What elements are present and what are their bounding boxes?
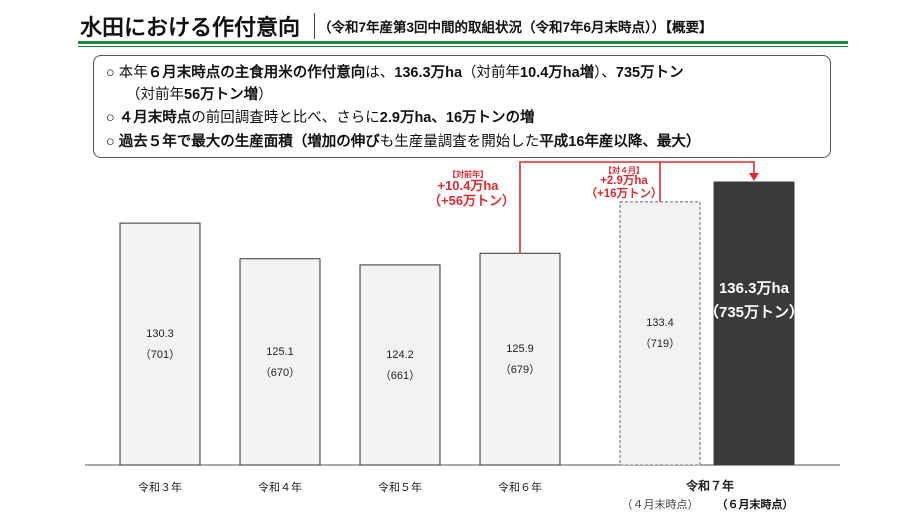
vs-april-area: +2.9万ha [600, 175, 648, 188]
summary-line-1: ○ 本年６月末時点の主食用米の作付意向は、136.3万ha（対前年10.4万ha… [106, 61, 684, 82]
bar-volume-value: （679） [499, 364, 541, 377]
bar-volume-value: （735万トン） [704, 304, 805, 321]
x-tick-label: 令和４年 [258, 482, 302, 494]
vs-april-volume: （+16万トン） [585, 188, 663, 201]
bar-area-value: 124.2 [386, 348, 414, 361]
bar-value-label: 124.2 （661） [360, 345, 440, 387]
bar-0 [119, 222, 201, 466]
summary-text: も生産量調査を開始した [379, 134, 540, 150]
summary-emphasis: 2.9万ha、16万トンの増 [379, 110, 535, 126]
summary-text: の前回調査時と比べ、さらに [191, 110, 380, 126]
summary-emphasis: ６月末時点の主食用米の作付意向 [147, 65, 366, 81]
title-divider [314, 13, 315, 39]
summary-text: は、 [365, 65, 395, 81]
bar-area-value: 130.3 [146, 328, 174, 341]
page-subtitle: （令和7年産第3回中間的取組状況（令和7年6月末時点））【概要】 [318, 20, 713, 35]
x-sublabel: （６月末時点） [716, 499, 794, 511]
yoy-connector [519, 161, 755, 254]
x-sublabel: （４月末時点） [621, 499, 699, 511]
bar-volume-value: （701） [139, 348, 181, 361]
summary-text: （対前年 [462, 65, 521, 81]
bar-1 [239, 258, 321, 466]
bar-volume-value: （670） [259, 366, 301, 379]
summary-text: ○ [106, 110, 119, 126]
x-tick-label: 令和７年 [685, 479, 734, 493]
summary-text: （対前年 [126, 87, 184, 103]
summary-line-3: ○ ４月末時点の前回調査時と比べ、さらに2.9万ha、16万トンの増 [106, 106, 535, 127]
header-rule [78, 41, 848, 44]
bar-value-label: 125.1 （670） [240, 342, 320, 384]
bar-area-value: 125.1 [266, 345, 294, 358]
summary-text: ○ [106, 134, 119, 150]
summary-emphasis: ４月末時点 [118, 110, 192, 126]
page-title: 水田における作付意向 [80, 15, 301, 40]
bar-volume-value: （719） [639, 338, 681, 351]
summary-text: ）、 [594, 65, 616, 81]
vs-april-annotation: 【対４月】 +2.9万ha （+16万トン） [584, 166, 664, 202]
bar-area-value: 133.4 [646, 317, 674, 330]
summary-line-2: （対前年56万トン増） [126, 83, 273, 104]
bar-value-label: 136.3万ha （735万トン） [704, 277, 804, 325]
summary-emphasis: 過去５年で最大の生産面積（増加の伸び [118, 134, 380, 150]
bar-area-value: 136.3万ha [718, 280, 790, 297]
bar-3 [479, 252, 561, 466]
yoy-tag: 【対前年】 [448, 170, 488, 179]
summary-emphasis: 平成16年産以降、最大） [539, 134, 701, 150]
x-tick-label: 令和６年 [498, 482, 542, 494]
summary-emphasis: 136.3万ha [394, 65, 463, 81]
yoy-area: +10.4万ha [437, 178, 499, 194]
bar-value-label: 125.9 （679） [480, 339, 560, 381]
arrow-head [749, 173, 759, 181]
vs-april-tag: 【対４月】 [604, 166, 644, 175]
bar-5 [713, 181, 795, 466]
bar-volume-value: （661） [379, 369, 421, 382]
bar-area-value: 125.9 [506, 343, 534, 356]
bar-value-label: 130.3 （701） [120, 324, 200, 366]
summary-emphasis: 735万トン [615, 65, 684, 81]
summary-text: ○ 本年 [106, 65, 148, 81]
x-tick-label: 令和３年 [138, 482, 182, 494]
summary-emphasis: 10.4万ha増 [520, 65, 595, 81]
bar-4 [619, 201, 701, 466]
summary-emphasis: 56万トン増 [184, 87, 259, 103]
header-rule-thin [78, 46, 848, 47]
yoy-volume: （+56万トン） [428, 193, 516, 209]
x-tick-label: 令和５年 [378, 482, 422, 494]
bar-value-label: 133.4 （719） [620, 313, 700, 355]
summary-line-4: ○ 過去５年で最大の生産面積（増加の伸びも生産量調査を開始した平成16年産以降、… [106, 130, 700, 151]
summary-box: ○ 本年６月末時点の主食用米の作付意向は、136.3万ha（対前年10.4万ha… [93, 55, 831, 158]
bar-2 [359, 264, 441, 466]
yoy-annotation: 【対前年】 +10.4万ha （+56万トン） [428, 170, 516, 209]
summary-text: ） [258, 87, 273, 103]
